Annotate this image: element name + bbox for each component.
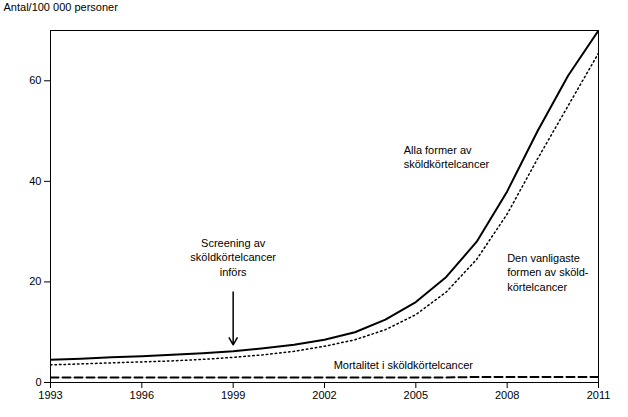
svg-text:0: 0 bbox=[35, 376, 41, 388]
svg-text:Den vanligasteformen av sköld-: Den vanligasteformen av sköld-körtelcanc… bbox=[507, 252, 589, 293]
svg-text:1996: 1996 bbox=[130, 389, 154, 401]
svg-text:Screening avsköldkörtelcanceri: Screening avsköldkörtelcancerinförs bbox=[190, 237, 276, 278]
svg-text:2011: 2011 bbox=[587, 389, 611, 401]
svg-text:60: 60 bbox=[29, 74, 41, 86]
svg-text:Antal/100 000 personer: Antal/100 000 personer bbox=[4, 1, 119, 13]
svg-text:2002: 2002 bbox=[312, 389, 336, 401]
svg-text:Mortalitet i sköldkörtelcancer: Mortalitet i sköldkörtelcancer bbox=[334, 359, 474, 371]
svg-text:Alla former avsköldkörtelcance: Alla former avsköldkörtelcancer bbox=[404, 144, 490, 170]
svg-text:1993: 1993 bbox=[38, 389, 62, 401]
svg-text:1999: 1999 bbox=[221, 389, 245, 401]
svg-text:20: 20 bbox=[29, 275, 41, 287]
svg-text:2005: 2005 bbox=[404, 389, 428, 401]
svg-text:2008: 2008 bbox=[495, 389, 519, 401]
svg-text:40: 40 bbox=[29, 175, 41, 187]
